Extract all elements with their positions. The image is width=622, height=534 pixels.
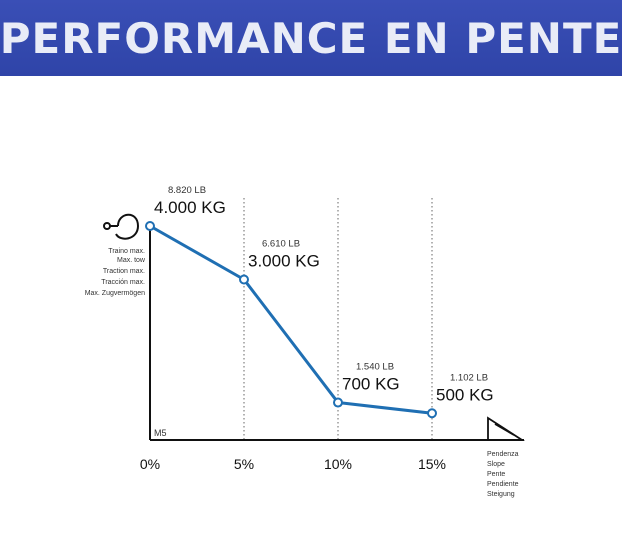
slope-icon (487, 416, 526, 441)
ylabel-line: Traino max. (108, 248, 145, 255)
data-point (333, 397, 343, 408)
xlabel-line: Pente (487, 471, 505, 478)
point-label-lb: 1.102 LB (450, 372, 488, 383)
ylabel-line: Max. Zugvermögen (85, 290, 145, 297)
title-banner: PERFORMANCE EN PENTE (0, 0, 622, 76)
xlabel-line: Steigung (487, 491, 515, 498)
xlabel-line: Pendenza (487, 451, 519, 458)
series-line (149, 224, 433, 415)
ylabel-line: Tracción max. (101, 279, 145, 286)
page-title: PERFORMANCE EN PENTE (0, 13, 622, 63)
point-label-kg: 700 KG (342, 375, 400, 394)
x-tick-label: 5% (234, 456, 254, 472)
point-label-kg: 4.000 KG (154, 198, 226, 217)
x-tick-label: 0% (140, 456, 160, 472)
point-label-lb: 6.610 LB (262, 239, 300, 250)
x-tick-label: 15% (418, 456, 446, 472)
ylabel-line: Max. tow (117, 257, 146, 264)
point-label-kg: 3.000 KG (248, 252, 320, 271)
corner-label: M5 (154, 428, 167, 438)
x-tick-label: 10% (324, 456, 352, 472)
data-point (427, 408, 437, 419)
point-label-kg: 500 KG (436, 385, 494, 404)
xlabel-line: Pendiente (487, 481, 519, 488)
ylabel-line: Traction max. (103, 268, 145, 275)
point-label-lb: 1.540 LB (356, 362, 394, 373)
point-label-lb: 8.820 LB (168, 185, 206, 196)
data-point (239, 274, 249, 285)
tow-hook-icon (103, 213, 140, 240)
data-point (145, 221, 155, 231)
xlabel-line: Slope (487, 461, 505, 468)
